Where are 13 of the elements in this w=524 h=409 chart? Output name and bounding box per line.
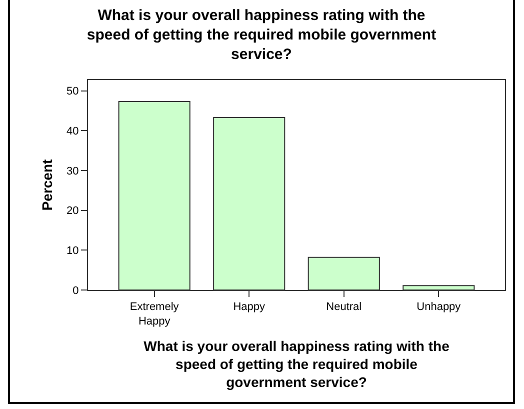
y-tick-label: 30 — [66, 165, 79, 178]
y-tick-label: 10 — [66, 245, 79, 257]
chart-title: What is your overall happiness rating with the speed of getting the required mobile government service? — [86, 7, 436, 64]
y-tick-label: 40 — [66, 125, 79, 138]
y-tick-label: 20 — [66, 205, 79, 218]
y-tick-label: 50 — [66, 86, 79, 98]
x-axis-title: What is your overall happiness rating with the speed of getting the required mobile government service? — [144, 338, 450, 390]
x-tick-label: Unhappy — [416, 301, 462, 314]
x-tick-label: Extremely Happy — [130, 301, 180, 328]
x-tick-label: Happy — [233, 301, 266, 314]
x-tick-label: Neutral — [326, 301, 362, 314]
y-axis-title: Percent — [39, 158, 56, 211]
y-tick-label: 0 — [72, 284, 79, 297]
